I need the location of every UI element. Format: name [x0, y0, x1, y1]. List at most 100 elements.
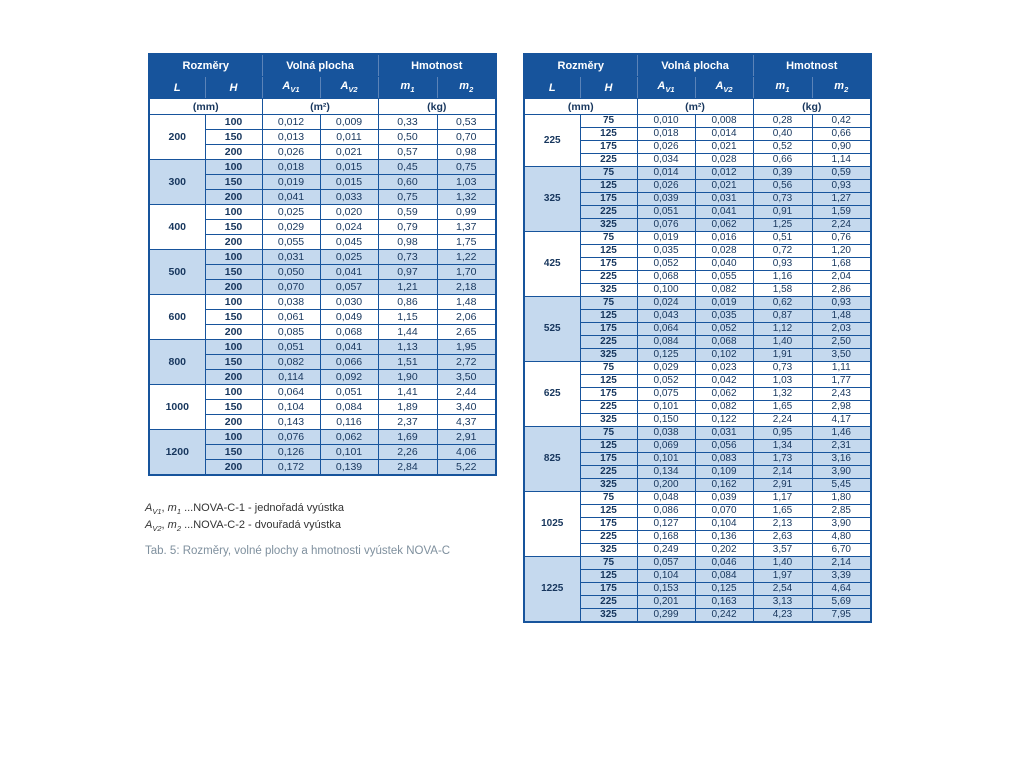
dimension-h-cell: 200	[204, 279, 263, 295]
value-cell: 0,085	[261, 324, 321, 340]
value-cell: 0,029	[261, 219, 321, 235]
value-cell: 0,043	[636, 309, 696, 323]
table-row: 425 75 0,019 0,016 0,51 0,76	[523, 231, 872, 297]
dimension-h-cell: 150	[204, 219, 263, 235]
symbol-label: AV2	[340, 80, 358, 95]
value-cell: 0,016	[694, 231, 754, 245]
value-cell: 0,57	[377, 144, 438, 160]
value-cell: 1,46	[811, 426, 872, 440]
value-cell: 0,87	[752, 309, 813, 323]
value-cell: 3,16	[811, 452, 872, 466]
table-row: 225 0,201 0,163 3,13 5,69	[524, 595, 872, 609]
symbol-label: m1	[775, 80, 790, 95]
dimensions-table-left: Rozměry Volná plocha Hmotnost L H AV1 AV2 m1 m2 (…	[148, 53, 498, 476]
dimension-h-cell: 100	[204, 114, 263, 130]
symbol-label: AV2	[715, 80, 733, 95]
dimension-h-cell: 325	[579, 413, 638, 427]
value-cell: 0,051	[261, 339, 321, 355]
column-group-header: Hmotnost	[752, 53, 872, 77]
value-cell: 2,14	[811, 556, 872, 570]
unit-header: (kg)	[752, 98, 872, 115]
table-row: 325 0,200 0,162 2,91 5,45	[524, 478, 872, 492]
value-cell: 1,15	[377, 309, 438, 325]
value-cell: 2,24	[752, 413, 813, 427]
value-cell: 0,062	[694, 218, 754, 232]
value-cell: 0,242	[694, 608, 754, 623]
value-cell: 1,91	[752, 348, 813, 362]
value-cell: 0,023	[694, 361, 754, 375]
value-cell: 0,299	[636, 608, 696, 623]
table-row: 325 0,299 0,242 4,23 7,95	[524, 608, 872, 623]
column-group-header: Volná plocha	[636, 53, 754, 77]
value-cell: 0,153	[636, 582, 696, 596]
dimension-h-cell: 150	[204, 174, 263, 190]
value-cell: 0,104	[694, 517, 754, 531]
value-cell: 0,021	[694, 140, 754, 154]
value-cell: 0,122	[694, 413, 754, 427]
value-cell: 0,045	[319, 234, 379, 250]
dimension-h-cell: 200	[204, 234, 263, 250]
table-row: 150 0,029 0,024 0,79 1,37	[149, 219, 497, 235]
value-cell: 1,14	[811, 153, 872, 167]
unit-header: (kg)	[377, 98, 497, 115]
unit-header: (m²)	[636, 98, 754, 115]
dimension-l-cell: 225	[523, 114, 581, 167]
value-cell: 0,28	[752, 114, 813, 128]
dimension-l-cell: 300	[148, 159, 206, 205]
dimension-h-cell: 75	[579, 361, 638, 375]
table-row: 125 0,035 0,028 0,72 1,20	[524, 244, 872, 258]
value-cell: 0,101	[636, 452, 696, 466]
table-row: 125 0,086 0,070 1,65 2,85	[524, 504, 872, 518]
dimension-h-cell: 175	[579, 582, 638, 596]
symbol-label: H	[229, 81, 238, 94]
value-cell: 2,65	[436, 324, 497, 340]
table-row: 225 0,168 0,136 2,63 4,80	[524, 530, 872, 544]
dimension-h-cell: 175	[579, 257, 638, 271]
value-cell: 0,163	[694, 595, 754, 609]
data-table: Rozměry Volná plocha Hmotnost L H AV1 AV2 m1 m2 (…	[523, 53, 873, 623]
value-cell: 0,104	[636, 569, 696, 583]
value-cell: 0,101	[319, 444, 379, 460]
unit-header: (mm)	[148, 98, 263, 115]
value-cell: 0,91	[752, 205, 813, 219]
dimension-h-cell: 225	[579, 205, 638, 219]
value-cell: 2,72	[436, 354, 497, 370]
value-cell: 1,75	[436, 234, 497, 250]
table-row: 200 0,172 0,139 2,84 5,22	[149, 459, 497, 476]
value-cell: 1,51	[377, 354, 438, 370]
value-cell: 0,026	[636, 179, 696, 193]
value-cell: 0,134	[636, 465, 696, 479]
value-cell: 0,93	[811, 179, 872, 193]
dimension-h-cell: 100	[204, 429, 263, 445]
value-cell: 0,064	[261, 384, 321, 400]
value-cell: 0,041	[319, 264, 379, 280]
dimension-h-cell: 75	[579, 296, 638, 310]
value-cell: 0,40	[752, 127, 813, 141]
value-cell: 0,018	[261, 159, 321, 175]
column-header: AV2	[694, 76, 754, 99]
value-cell: 5,22	[436, 459, 497, 476]
dimension-h-cell: 325	[579, 543, 638, 557]
value-cell: 2,37	[377, 414, 438, 430]
dimension-h-cell: 175	[579, 140, 638, 154]
value-cell: 0,052	[636, 374, 696, 388]
dimension-h-cell: 325	[579, 348, 638, 362]
dimension-l-cell: 1225	[523, 556, 581, 623]
value-cell: 0,52	[752, 140, 813, 154]
value-cell: 0,013	[261, 129, 321, 145]
symbol-label: AV2	[145, 519, 162, 534]
value-cell: 0,93	[752, 257, 813, 271]
value-cell: 0,046	[694, 556, 754, 570]
dimension-h-cell: 125	[579, 439, 638, 453]
value-cell: 2,50	[811, 335, 872, 349]
value-cell: 0,104	[261, 399, 321, 415]
value-cell: 0,95	[752, 426, 813, 440]
value-cell: 0,041	[694, 205, 754, 219]
column-header: AV1	[261, 76, 321, 99]
dimension-h-cell: 325	[579, 608, 638, 623]
column-header: m2	[811, 76, 872, 99]
value-cell: 4,80	[811, 530, 872, 544]
value-cell: 0,084	[636, 335, 696, 349]
dimension-h-cell: 75	[579, 491, 638, 505]
value-cell: 3,50	[811, 348, 872, 362]
